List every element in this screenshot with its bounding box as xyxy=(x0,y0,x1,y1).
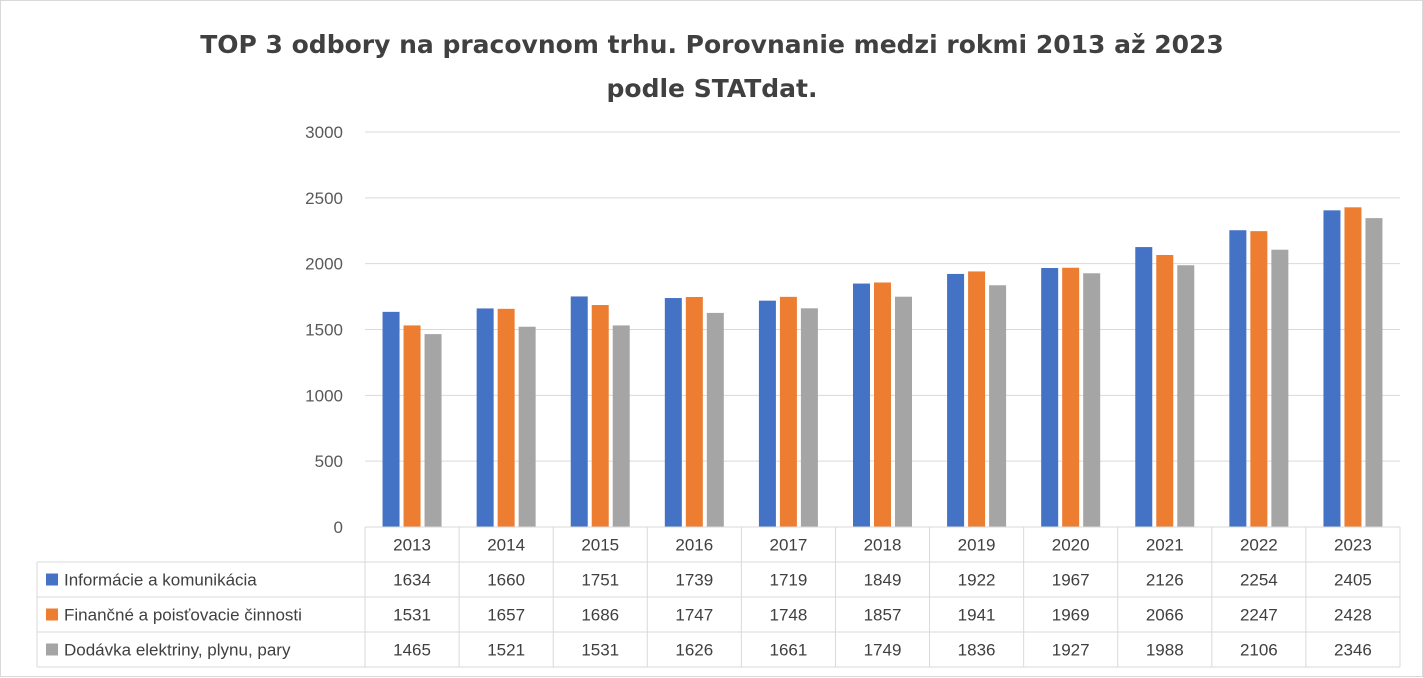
x-tick-label: 2015 xyxy=(581,536,619,555)
x-tick-label: 2018 xyxy=(864,536,902,555)
x-tick-label: 2013 xyxy=(393,536,431,555)
data-label: 1849 xyxy=(864,571,902,590)
legend-swatch xyxy=(46,643,58,656)
bar xyxy=(570,296,588,527)
bar xyxy=(1365,218,1383,528)
data-label: 1988 xyxy=(1146,641,1184,660)
bar xyxy=(518,326,536,527)
data-label: 1751 xyxy=(581,571,619,590)
x-tick-label: 2014 xyxy=(487,536,525,555)
bar xyxy=(989,285,1007,527)
y-tick-label: 1000 xyxy=(305,386,343,405)
legend-label: Finančné a poisťovacie činnosti xyxy=(64,606,302,625)
chart-title-line1: TOP 3 odbory na pracovnom trhu. Porovnan… xyxy=(200,30,1224,59)
bar xyxy=(947,273,965,527)
data-label: 1719 xyxy=(769,571,807,590)
data-label: 1747 xyxy=(675,606,713,625)
bar xyxy=(758,300,776,527)
data-label: 1927 xyxy=(1052,641,1090,660)
bar xyxy=(1177,265,1195,527)
data-label: 1521 xyxy=(487,641,525,660)
data-label: 1531 xyxy=(581,641,619,660)
data-label: 2247 xyxy=(1240,606,1278,625)
bar xyxy=(1323,210,1341,527)
bar xyxy=(1062,267,1080,527)
y-tick-label: 3000 xyxy=(305,123,343,142)
bar xyxy=(1083,273,1101,527)
legend-label: Informácie a komunikácia xyxy=(64,571,257,590)
y-tick-label: 1500 xyxy=(305,321,343,340)
legend-swatch xyxy=(46,573,58,586)
data-label: 2428 xyxy=(1334,606,1372,625)
legend-label: Dodávka elektriny, plynu, pary xyxy=(64,641,291,660)
y-tick-label: 2500 xyxy=(305,189,343,208)
bar xyxy=(1271,249,1289,527)
data-label: 1686 xyxy=(581,606,619,625)
data-label: 1749 xyxy=(864,641,902,660)
y-tick-label: 500 xyxy=(315,452,343,471)
bar xyxy=(874,282,891,527)
chart-title-line2: podle STATdat. xyxy=(607,74,818,103)
data-label: 1941 xyxy=(958,606,996,625)
data-label: 1626 xyxy=(675,641,713,660)
bar xyxy=(497,308,515,527)
data-label: 1967 xyxy=(1052,571,1090,590)
data-label: 1531 xyxy=(393,606,431,625)
bar xyxy=(853,283,870,527)
data-label: 2106 xyxy=(1240,641,1278,660)
bar xyxy=(1344,207,1362,527)
bar xyxy=(1156,254,1174,527)
bar xyxy=(664,298,682,527)
bar xyxy=(800,308,818,527)
y-axis: 0 500 1000 1500 2000 2500 3000 xyxy=(305,123,343,537)
data-label: 1836 xyxy=(958,641,996,660)
bar xyxy=(1135,247,1153,527)
bar xyxy=(685,296,703,527)
x-tick-label: 2016 xyxy=(675,536,713,555)
bar xyxy=(403,325,421,527)
y-tick-label: 0 xyxy=(334,518,343,537)
data-label: 2126 xyxy=(1146,571,1184,590)
bar xyxy=(591,305,609,527)
x-tick-label: 2021 xyxy=(1146,536,1184,555)
bar xyxy=(895,296,912,527)
x-tick-label: 2022 xyxy=(1240,536,1278,555)
data-label: 1661 xyxy=(769,641,807,660)
x-tick-label: 2020 xyxy=(1052,536,1090,555)
data-label: 2346 xyxy=(1334,641,1372,660)
data-label: 1660 xyxy=(487,571,525,590)
data-label: 1739 xyxy=(675,571,713,590)
x-tick-label: 2017 xyxy=(769,536,807,555)
bars xyxy=(382,207,1383,528)
data-label: 1465 xyxy=(393,641,431,660)
legend-swatch xyxy=(46,608,58,621)
bar xyxy=(1229,230,1247,527)
data-label: 1922 xyxy=(958,571,996,590)
data-label: 2066 xyxy=(1146,606,1184,625)
bar xyxy=(706,312,724,527)
data-table: 2013 2014 2015 2016 2017 2018 2019 2020 2021 2022… xyxy=(36,526,1401,668)
bar xyxy=(1041,268,1059,527)
data-label: 1634 xyxy=(393,571,431,590)
bar xyxy=(612,325,630,527)
bar xyxy=(968,271,986,527)
y-tick-label: 2000 xyxy=(305,255,343,274)
data-label: 1657 xyxy=(487,606,525,625)
x-tick-label: 2019 xyxy=(958,536,996,555)
x-tick-label: 2023 xyxy=(1334,536,1372,555)
bar xyxy=(476,308,494,527)
bar xyxy=(382,311,400,527)
data-label: 2405 xyxy=(1334,571,1372,590)
data-label: 1969 xyxy=(1052,606,1090,625)
data-label: 2254 xyxy=(1240,571,1278,590)
bar xyxy=(1250,231,1268,527)
bar xyxy=(779,296,797,527)
data-label: 1857 xyxy=(864,606,902,625)
bar xyxy=(424,334,442,527)
data-label: 1748 xyxy=(769,606,807,625)
